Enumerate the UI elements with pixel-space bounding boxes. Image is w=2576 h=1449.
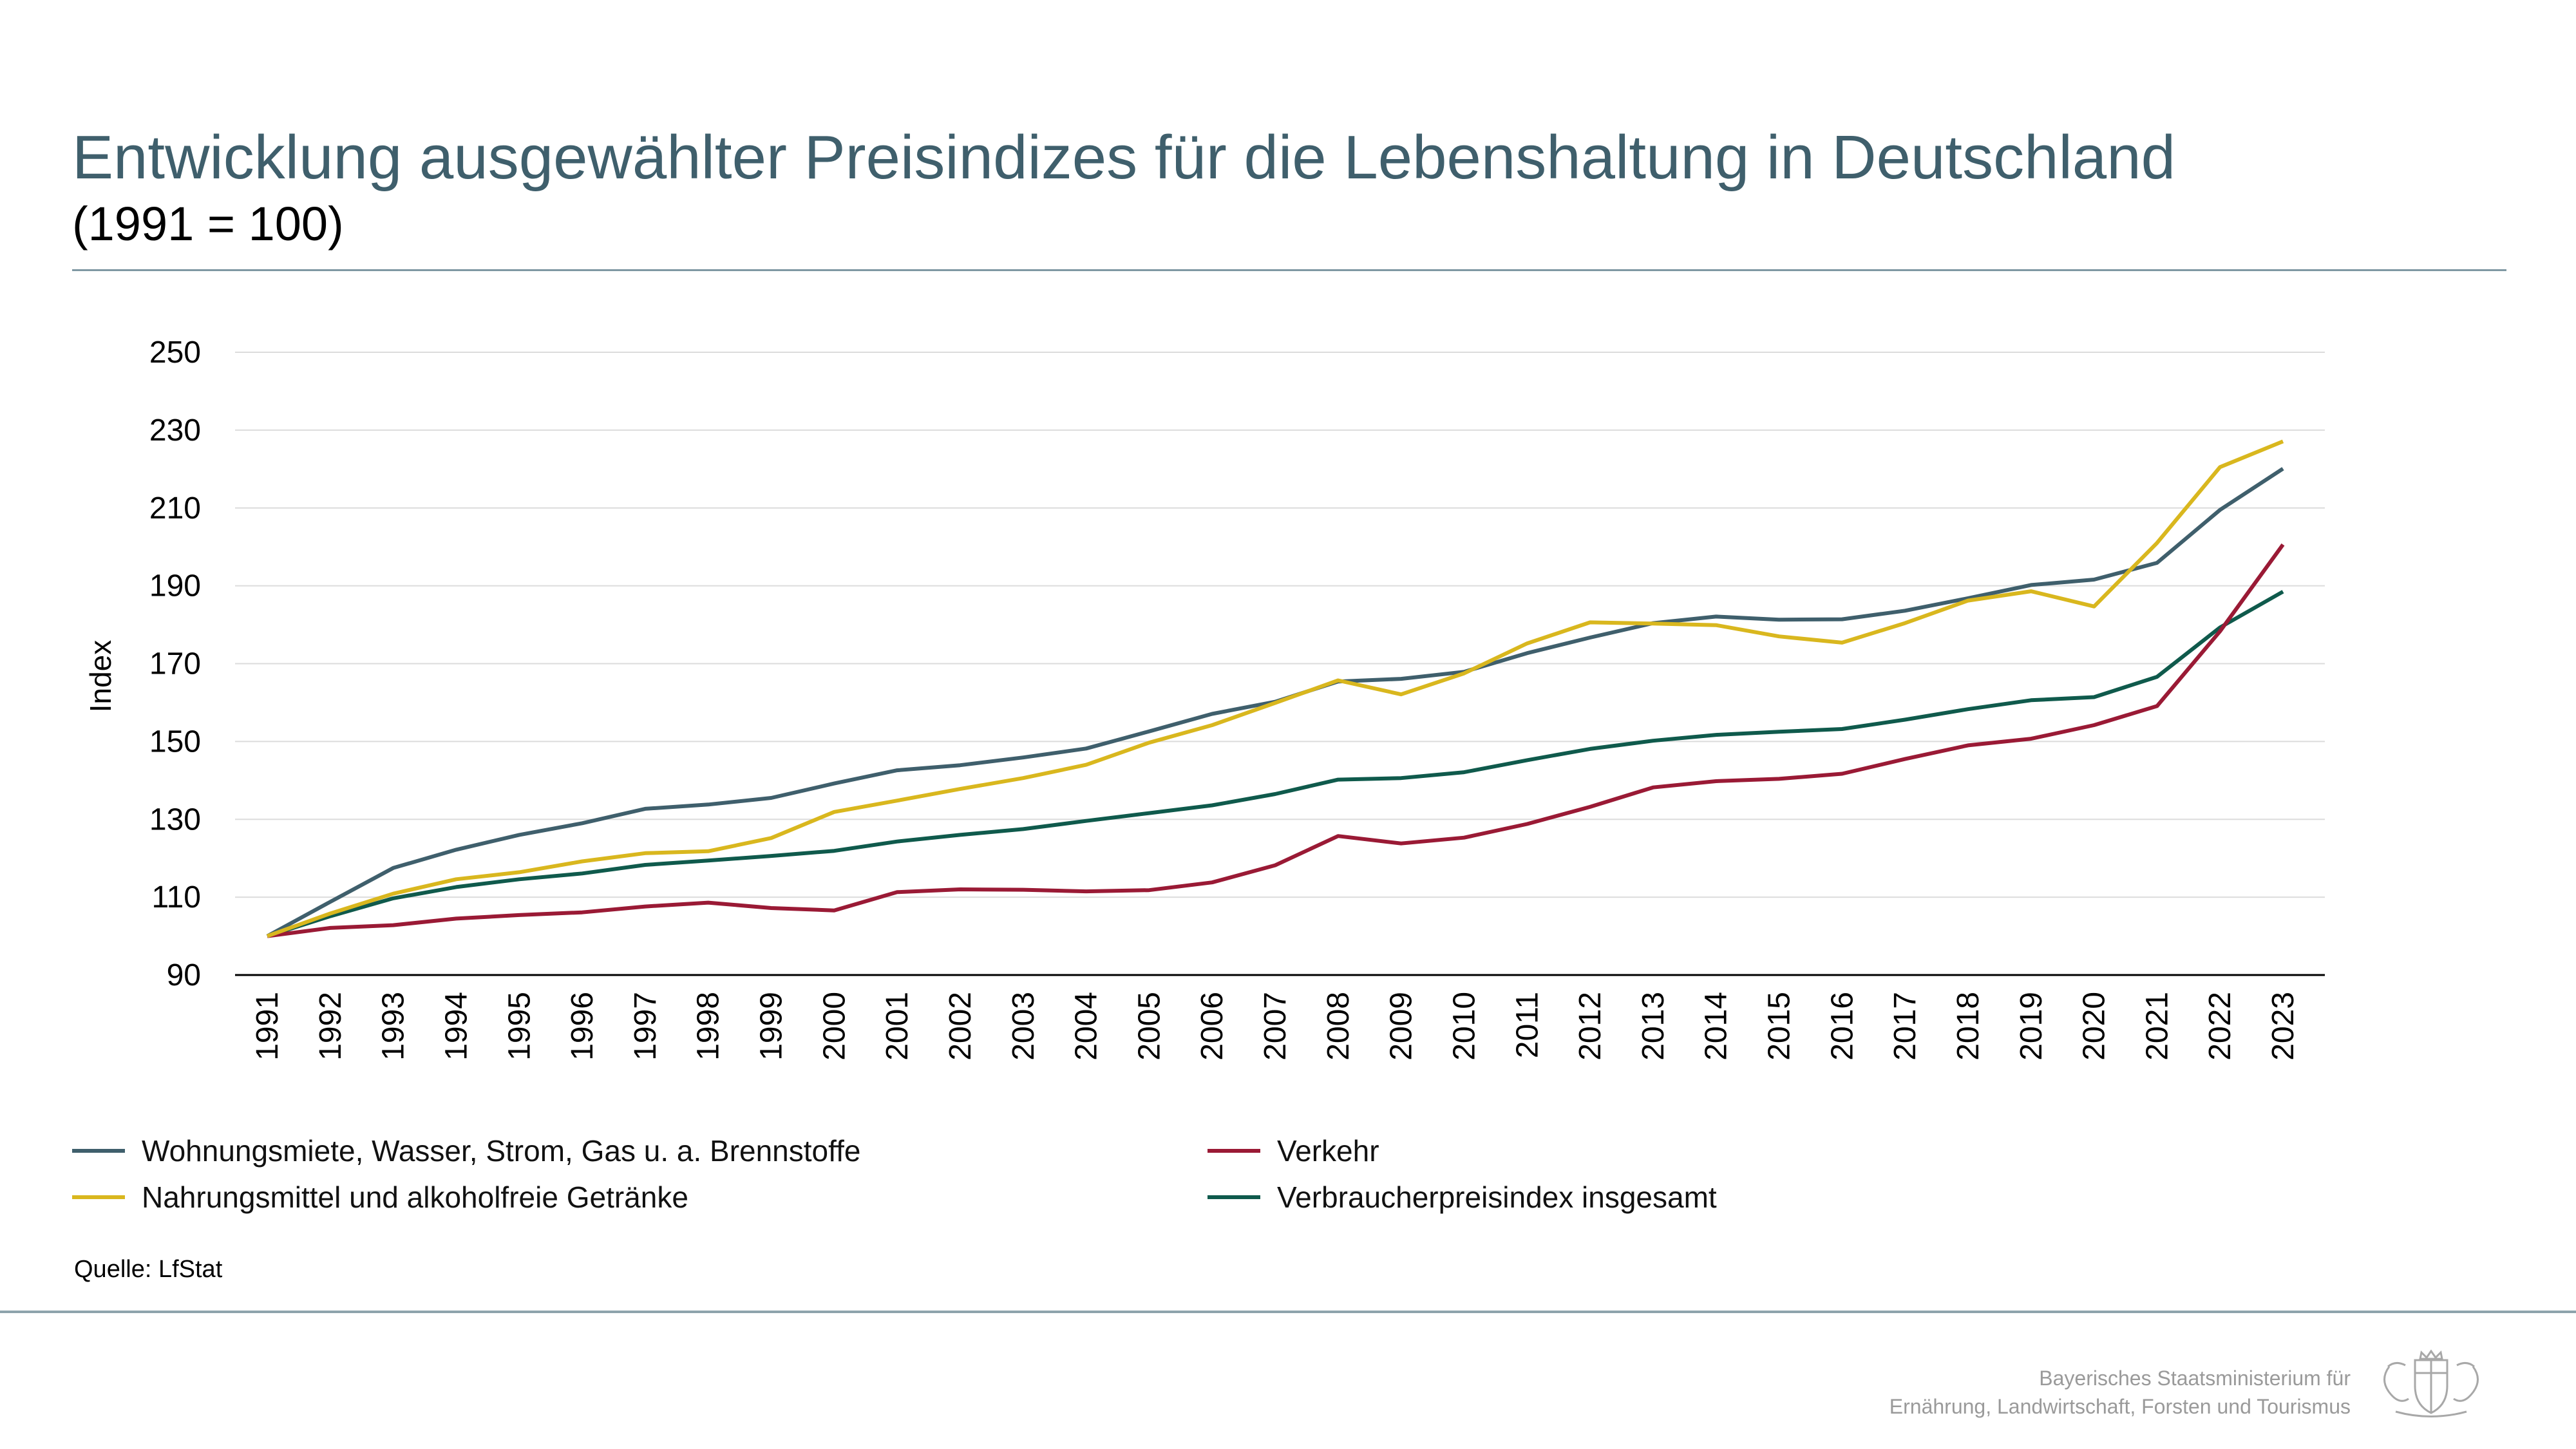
chart-subtitle: (1991 = 100) bbox=[72, 197, 344, 251]
legend-swatch bbox=[1208, 1195, 1260, 1199]
y-tick-label: 230 bbox=[149, 413, 201, 448]
legend-item-wohnung: Wohnungsmiete, Wasser, Strom, Gas u. a. … bbox=[72, 1133, 860, 1168]
y-tick-label: 130 bbox=[149, 802, 201, 837]
legend-label: Verkehr bbox=[1277, 1134, 1379, 1168]
x-tick-label: 2013 bbox=[1636, 992, 1671, 1061]
x-tick-label: 1994 bbox=[439, 992, 473, 1061]
y-tick-label: 110 bbox=[151, 880, 201, 914]
x-tick-label: 1999 bbox=[755, 992, 789, 1061]
legend-label: Verbraucherpreisindex insgesamt bbox=[1277, 1180, 1717, 1214]
series-line-3 bbox=[267, 590, 2284, 938]
x-tick-label: 2010 bbox=[1447, 992, 1481, 1061]
y-tick-label: 210 bbox=[149, 491, 201, 526]
legend-swatch bbox=[72, 1149, 125, 1153]
x-tick-label: 2000 bbox=[817, 992, 851, 1061]
x-tick-label: 1993 bbox=[377, 992, 411, 1061]
x-tick-label: 2009 bbox=[1385, 992, 1419, 1061]
x-tick-label: 2023 bbox=[2266, 992, 2300, 1061]
x-tick-label: 1996 bbox=[565, 992, 600, 1061]
legend-swatch bbox=[72, 1195, 125, 1199]
y-tick-label: 190 bbox=[149, 569, 201, 603]
x-tick-label: 1991 bbox=[251, 992, 285, 1061]
series-line-1 bbox=[266, 439, 2284, 938]
header-divider bbox=[72, 269, 2506, 271]
ministry-line-1: Bayerisches Staatsministerium für bbox=[2039, 1367, 2351, 1390]
x-tick-label: 1997 bbox=[629, 992, 663, 1061]
chart-title: Entwicklung ausgewählter Preisindizes fü… bbox=[72, 123, 2175, 192]
x-tick-label: 2006 bbox=[1195, 992, 1229, 1061]
y-tick-label: 170 bbox=[149, 647, 201, 681]
bavarian-crest-icon bbox=[2383, 1349, 2479, 1417]
x-tick-label: 2022 bbox=[2203, 992, 2237, 1061]
y-tick-labels: 90 110 130 150 170 190 210 230 250 bbox=[149, 336, 201, 992]
x-tick-label: 2016 bbox=[1825, 992, 1859, 1061]
x-tick-label: 2015 bbox=[1763, 992, 1797, 1061]
source-note: Quelle: LfStat bbox=[74, 1256, 223, 1283]
x-tick-label: 2005 bbox=[1132, 992, 1166, 1061]
legend-label: Wohnungsmiete, Wasser, Strom, Gas u. a. … bbox=[142, 1134, 861, 1168]
x-tick-label: 2011 bbox=[1510, 992, 1544, 1058]
legend-item-verkehr: Verkehr bbox=[1208, 1133, 1379, 1168]
x-tick-label: 2018 bbox=[1951, 992, 1985, 1061]
x-tick-label: 2012 bbox=[1573, 992, 1607, 1061]
x-tick-label: 2019 bbox=[2014, 992, 2049, 1061]
legend-item-nahrung: Nahrungsmittel und alkoholfreie Getränke bbox=[72, 1180, 688, 1215]
x-tick-label: 2008 bbox=[1321, 992, 1356, 1061]
footer-divider bbox=[0, 1311, 2576, 1313]
y-axis-label: Index bbox=[84, 640, 117, 713]
series-lines bbox=[266, 439, 2285, 938]
x-tick-label: 2017 bbox=[1888, 992, 1922, 1061]
x-tick-label: 2007 bbox=[1258, 992, 1293, 1061]
x-tick-label: 2003 bbox=[1007, 992, 1041, 1061]
series-line-2 bbox=[267, 543, 2285, 938]
x-tick-label: 2021 bbox=[2140, 992, 2174, 1061]
ministry-line-2: Ernährung, Landwirtschaft, Forsten und T… bbox=[1889, 1395, 2351, 1418]
y-tick-label: 90 bbox=[167, 958, 201, 992]
x-tick-label: 2004 bbox=[1070, 992, 1104, 1061]
legend-item-vpi: Verbraucherpreisindex insgesamt bbox=[1208, 1180, 1717, 1215]
legend-swatch bbox=[1208, 1149, 1260, 1153]
x-tick-label: 1992 bbox=[314, 992, 348, 1061]
y-tick-label: 150 bbox=[149, 724, 201, 759]
x-tick-label: 1995 bbox=[502, 992, 536, 1061]
ministry-name: Bayerisches Staatsministerium für Ernähr… bbox=[1889, 1364, 2351, 1421]
x-tick-label: 2002 bbox=[943, 992, 978, 1061]
x-tick-labels: 1991 1992 1993 1994 1995 1996 1997 1998 1999 2000… bbox=[251, 992, 2300, 1061]
y-tick-label: 250 bbox=[149, 336, 201, 370]
legend-label: Nahrungsmittel und alkoholfreie Getränke bbox=[142, 1180, 688, 1214]
grid-lines bbox=[235, 352, 2325, 976]
x-tick-label: 1998 bbox=[692, 992, 726, 1061]
x-tick-label: 2014 bbox=[1700, 992, 1734, 1061]
x-tick-label: 2001 bbox=[880, 992, 914, 1061]
x-tick-label: 2020 bbox=[2078, 992, 2112, 1061]
